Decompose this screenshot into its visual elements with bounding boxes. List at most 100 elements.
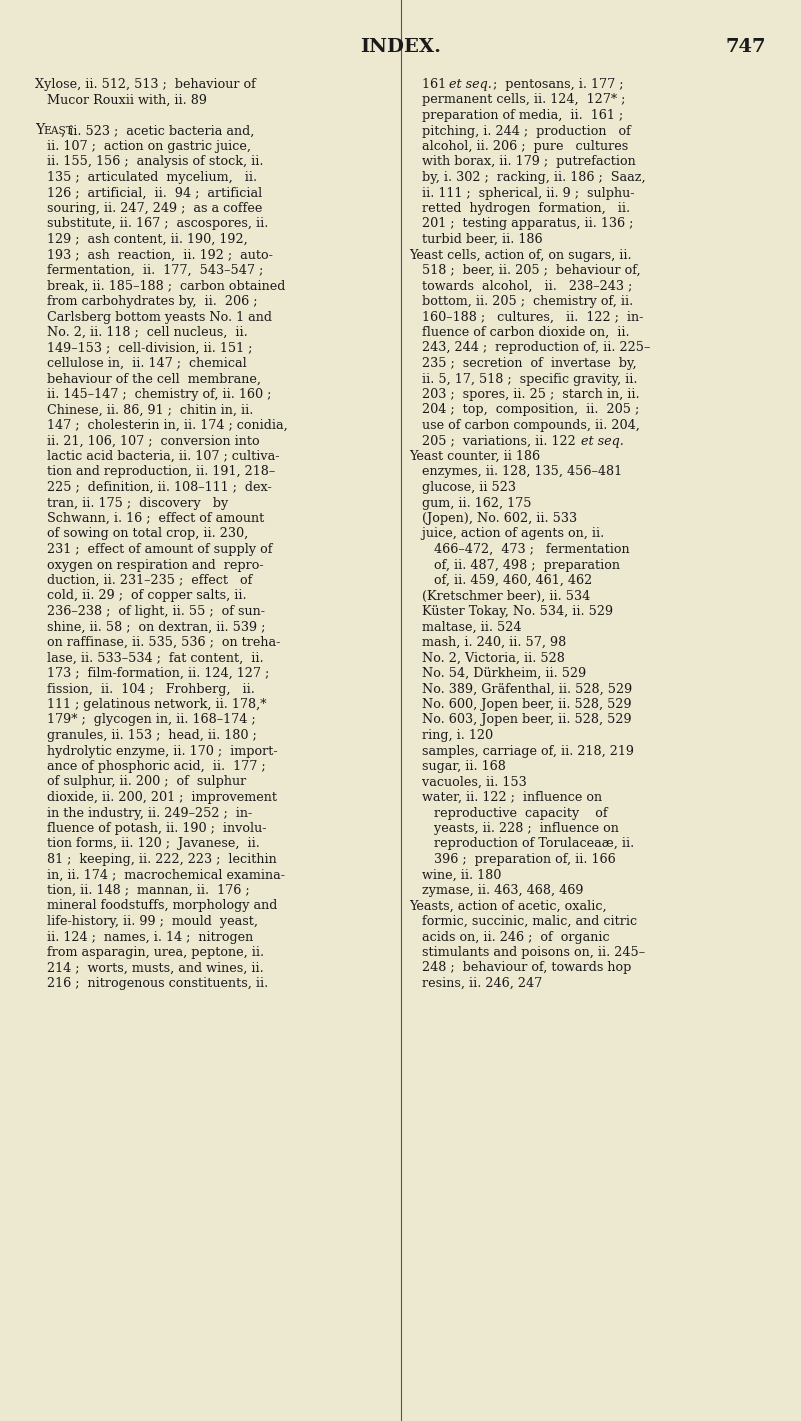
Text: mash, i. 240, ii. 57, 98: mash, i. 240, ii. 57, 98 — [409, 637, 566, 649]
Text: by, i. 302 ;  racking, ii. 186 ;  Saaz,: by, i. 302 ; racking, ii. 186 ; Saaz, — [409, 171, 645, 183]
Text: souring, ii. 247, 249 ;  as a coffee: souring, ii. 247, 249 ; as a coffee — [35, 202, 263, 215]
Text: 193 ;  ash  reaction,  ii. 192 ;  auto-: 193 ; ash reaction, ii. 192 ; auto- — [35, 249, 273, 261]
Text: Küster Tokay, No. 534, ii. 529: Küster Tokay, No. 534, ii. 529 — [409, 605, 613, 618]
Text: duction, ii. 231–235 ;  effect   of: duction, ii. 231–235 ; effect of — [35, 574, 252, 587]
Text: 179* ;  glycogen in, ii. 168–174 ;: 179* ; glycogen in, ii. 168–174 ; — [35, 713, 256, 726]
Text: 235 ;  secretion  of  invertase  by,: 235 ; secretion of invertase by, — [409, 357, 636, 369]
Text: , ii. 523 ;  acetic bacteria and,: , ii. 523 ; acetic bacteria and, — [62, 125, 255, 138]
Text: of, ii. 459, 460, 461, 462: of, ii. 459, 460, 461, 462 — [409, 574, 592, 587]
Text: 135 ;  articulated  mycelium,   ii.: 135 ; articulated mycelium, ii. — [35, 171, 257, 183]
Text: break, ii. 185–188 ;  carbon obtained: break, ii. 185–188 ; carbon obtained — [35, 280, 285, 293]
Text: Chinese, ii. 86, 91 ;  chitin in, ii.: Chinese, ii. 86, 91 ; chitin in, ii. — [35, 404, 253, 416]
Text: 111 ; gelatinous network, ii. 178,*: 111 ; gelatinous network, ii. 178,* — [35, 698, 267, 710]
Text: fluence of potash, ii. 190 ;  involu-: fluence of potash, ii. 190 ; involu- — [35, 821, 267, 836]
Text: in, ii. 174 ;  macrochemical examina-: in, ii. 174 ; macrochemical examina- — [35, 868, 285, 881]
Text: 126 ;  artificial,  ii.  94 ;  artificial: 126 ; artificial, ii. 94 ; artificial — [35, 186, 262, 199]
Text: lase, ii. 533–534 ;  fat content,  ii.: lase, ii. 533–534 ; fat content, ii. — [35, 651, 264, 665]
Text: lactic acid bacteria, ii. 107 ; cultiva-: lactic acid bacteria, ii. 107 ; cultiva- — [35, 450, 280, 463]
Text: resins, ii. 246, 247: resins, ii. 246, 247 — [409, 978, 541, 990]
Text: gum, ii. 162, 175: gum, ii. 162, 175 — [409, 496, 531, 510]
Text: alcohol, ii. 206 ;  pure   cultures: alcohol, ii. 206 ; pure cultures — [409, 141, 628, 153]
Text: Yeast cells, action of, on sugars, ii.: Yeast cells, action of, on sugars, ii. — [409, 249, 632, 261]
Text: with borax, ii. 179 ;  putrefaction: with borax, ii. 179 ; putrefaction — [409, 155, 635, 169]
Text: INDEX.: INDEX. — [360, 38, 441, 55]
Text: No. 2, Victoria, ii. 528: No. 2, Victoria, ii. 528 — [409, 651, 565, 665]
Text: 225 ;  definition, ii. 108–111 ;  dex-: 225 ; definition, ii. 108–111 ; dex- — [35, 480, 272, 495]
Text: ance of phosphoric acid,  ii.  177 ;: ance of phosphoric acid, ii. 177 ; — [35, 760, 266, 773]
Text: tion, ii. 148 ;  mannan, ii.  176 ;: tion, ii. 148 ; mannan, ii. 176 ; — [35, 884, 250, 897]
Text: 205 ;  variations, ii. 122: 205 ; variations, ii. 122 — [409, 435, 579, 448]
Text: bottom, ii. 205 ;  chemistry of, ii.: bottom, ii. 205 ; chemistry of, ii. — [409, 296, 633, 308]
Text: 231 ;  effect of amount of supply of: 231 ; effect of amount of supply of — [35, 543, 272, 556]
Text: shine, ii. 58 ;  on dextran, ii. 539 ;: shine, ii. 58 ; on dextran, ii. 539 ; — [35, 621, 265, 634]
Text: EAST: EAST — [43, 126, 73, 136]
Text: permanent cells, ii. 124,  127* ;: permanent cells, ii. 124, 127* ; — [409, 94, 625, 107]
Text: (Kretschmer beer), ii. 534: (Kretschmer beer), ii. 534 — [409, 590, 590, 603]
Text: 161: 161 — [409, 78, 449, 91]
Text: reproductive  capacity    of: reproductive capacity of — [409, 807, 607, 820]
Text: Yeast counter, ii 186: Yeast counter, ii 186 — [409, 450, 541, 463]
Text: of sowing on total crop, ii. 230,: of sowing on total crop, ii. 230, — [35, 527, 248, 540]
Text: hydrolytic enzyme, ii. 170 ;  import-: hydrolytic enzyme, ii. 170 ; import- — [35, 745, 278, 757]
Text: No. 603, Jopen beer, ii. 528, 529: No. 603, Jopen beer, ii. 528, 529 — [409, 713, 631, 726]
Text: enzymes, ii. 128, 135, 456–481: enzymes, ii. 128, 135, 456–481 — [409, 466, 622, 479]
Text: fluence of carbon dioxide on,  ii.: fluence of carbon dioxide on, ii. — [409, 325, 629, 340]
Text: ii. 124 ;  names, i. 14 ;  nitrogen: ii. 124 ; names, i. 14 ; nitrogen — [35, 931, 253, 944]
Text: yeasts, ii. 228 ;  influence on: yeasts, ii. 228 ; influence on — [409, 821, 618, 836]
Text: granules, ii. 153 ;  head, ii. 180 ;: granules, ii. 153 ; head, ii. 180 ; — [35, 729, 257, 742]
Text: et seq.: et seq. — [449, 78, 492, 91]
Text: tion and reproduction, ii. 191, 218–: tion and reproduction, ii. 191, 218– — [35, 466, 276, 479]
Text: of sulphur, ii. 200 ;  of  sulphur: of sulphur, ii. 200 ; of sulphur — [35, 776, 246, 789]
Text: 396 ;  preparation of, ii. 166: 396 ; preparation of, ii. 166 — [409, 853, 615, 865]
Text: Xylose, ii. 512, 513 ;  behaviour of: Xylose, ii. 512, 513 ; behaviour of — [35, 78, 256, 91]
Text: 129 ;  ash content, ii. 190, 192,: 129 ; ash content, ii. 190, 192, — [35, 233, 248, 246]
Text: 204 ;  top,  composition,  ii.  205 ;: 204 ; top, composition, ii. 205 ; — [409, 404, 638, 416]
Text: 173 ;  film-formation, ii. 124, 127 ;: 173 ; film-formation, ii. 124, 127 ; — [35, 666, 269, 681]
Text: Yeasts, action of acetic, oxalic,: Yeasts, action of acetic, oxalic, — [409, 899, 607, 912]
Text: ii. 145–147 ;  chemistry of, ii. 160 ;: ii. 145–147 ; chemistry of, ii. 160 ; — [35, 388, 272, 401]
Text: substitute, ii. 167 ;  ascospores, ii.: substitute, ii. 167 ; ascospores, ii. — [35, 217, 268, 230]
Text: juice, action of agents on, ii.: juice, action of agents on, ii. — [409, 527, 604, 540]
Text: cold, ii. 29 ;  of copper salts, ii.: cold, ii. 29 ; of copper salts, ii. — [35, 590, 247, 603]
Text: 201 ;  testing apparatus, ii. 136 ;: 201 ; testing apparatus, ii. 136 ; — [409, 217, 633, 230]
Text: ring, i. 120: ring, i. 120 — [409, 729, 493, 742]
Text: dioxide, ii. 200, 201 ;  improvement: dioxide, ii. 200, 201 ; improvement — [35, 791, 277, 804]
Text: stimulants and poisons on, ii. 245–: stimulants and poisons on, ii. 245– — [409, 946, 645, 959]
Text: 214 ;  worts, musts, and wines, ii.: 214 ; worts, musts, and wines, ii. — [35, 962, 264, 975]
Text: wine, ii. 180: wine, ii. 180 — [409, 868, 501, 881]
Text: No. 54, Dürkheim, ii. 529: No. 54, Dürkheim, ii. 529 — [409, 666, 586, 681]
Text: Carlsberg bottom yeasts No. 1 and: Carlsberg bottom yeasts No. 1 and — [35, 311, 272, 324]
Text: tion forms, ii. 120 ;  Javanese,  ii.: tion forms, ii. 120 ; Javanese, ii. — [35, 837, 260, 851]
Text: 236–238 ;  of light, ii. 55 ;  of sun-: 236–238 ; of light, ii. 55 ; of sun- — [35, 605, 265, 618]
Text: ii. 155, 156 ;  analysis of stock, ii.: ii. 155, 156 ; analysis of stock, ii. — [35, 155, 264, 169]
Text: fermentation,  ii.  177,  543–547 ;: fermentation, ii. 177, 543–547 ; — [35, 264, 264, 277]
Text: ii. 5, 17, 518 ;  specific gravity, ii.: ii. 5, 17, 518 ; specific gravity, ii. — [409, 372, 637, 385]
Text: reproduction of Torulaceaæ, ii.: reproduction of Torulaceaæ, ii. — [409, 837, 634, 851]
Text: pitching, i. 244 ;  production   of: pitching, i. 244 ; production of — [409, 125, 630, 138]
Text: towards  alcohol,   ii.   238–243 ;: towards alcohol, ii. 238–243 ; — [409, 280, 632, 293]
Text: No. 600, Jopen beer, ii. 528, 529: No. 600, Jopen beer, ii. 528, 529 — [409, 698, 631, 710]
Text: No. 389, Gräfenthal, ii. 528, 529: No. 389, Gräfenthal, ii. 528, 529 — [409, 682, 632, 695]
Text: oxygen on respiration and  repro-: oxygen on respiration and repro- — [35, 558, 264, 571]
Text: of, ii. 487, 498 ;  preparation: of, ii. 487, 498 ; preparation — [409, 558, 619, 571]
Text: 160–188 ;   cultures,   ii.  122 ;  in-: 160–188 ; cultures, ii. 122 ; in- — [409, 311, 643, 324]
Text: water, ii. 122 ;  influence on: water, ii. 122 ; influence on — [409, 791, 602, 804]
Text: samples, carriage of, ii. 218, 219: samples, carriage of, ii. 218, 219 — [409, 745, 634, 757]
Text: 747: 747 — [726, 38, 766, 55]
Text: tran, ii. 175 ;  discovery   by: tran, ii. 175 ; discovery by — [35, 496, 228, 510]
Text: sugar, ii. 168: sugar, ii. 168 — [409, 760, 505, 773]
Text: 248 ;  behaviour of, towards hop: 248 ; behaviour of, towards hop — [409, 962, 631, 975]
Text: maltase, ii. 524: maltase, ii. 524 — [409, 621, 521, 634]
Text: formic, succinic, malic, and citric: formic, succinic, malic, and citric — [409, 915, 637, 928]
Text: from asparagin, urea, peptone, ii.: from asparagin, urea, peptone, ii. — [35, 946, 264, 959]
Text: turbid beer, ii. 186: turbid beer, ii. 186 — [409, 233, 542, 246]
Text: ii. 107 ;  action on gastric juice,: ii. 107 ; action on gastric juice, — [35, 141, 251, 153]
Text: Mucor Rouxii with, ii. 89: Mucor Rouxii with, ii. 89 — [35, 94, 207, 107]
Text: vacuoles, ii. 153: vacuoles, ii. 153 — [409, 776, 526, 789]
Text: 216 ;  nitrogenous constituents, ii.: 216 ; nitrogenous constituents, ii. — [35, 978, 268, 990]
Text: ii. 111 ;  spherical, ii. 9 ;  sulphu-: ii. 111 ; spherical, ii. 9 ; sulphu- — [409, 186, 634, 199]
Text: zymase, ii. 463, 468, 469: zymase, ii. 463, 468, 469 — [409, 884, 583, 897]
Text: cellulose in,  ii. 147 ;  chemical: cellulose in, ii. 147 ; chemical — [35, 357, 247, 369]
Text: No. 2, ii. 118 ;  cell nucleus,  ii.: No. 2, ii. 118 ; cell nucleus, ii. — [35, 325, 248, 340]
Text: ;  pentosans, i. 177 ;: ; pentosans, i. 177 ; — [489, 78, 624, 91]
